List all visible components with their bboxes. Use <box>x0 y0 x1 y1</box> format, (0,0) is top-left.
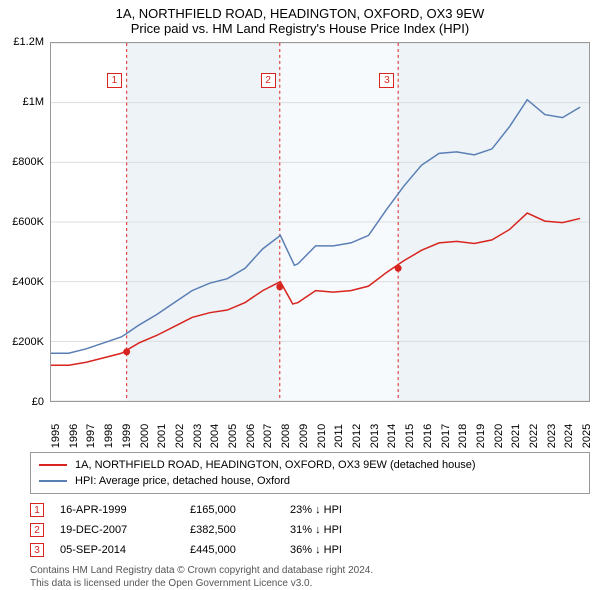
event-marker-3: 3 <box>379 73 394 88</box>
legend: 1A, NORTHFIELD ROAD, HEADINGTON, OXFORD,… <box>30 452 590 494</box>
title-address: 1A, NORTHFIELD ROAD, HEADINGTON, OXFORD,… <box>0 6 600 21</box>
legend-label: 1A, NORTHFIELD ROAD, HEADINGTON, OXFORD,… <box>75 459 476 471</box>
legend-swatch <box>39 464 67 466</box>
x-tick-label: 2017 <box>440 424 452 448</box>
y-axis: £0£200K£400K£600K£800K£1M£1.2M <box>0 42 48 402</box>
x-tick-label: 1998 <box>103 424 115 448</box>
transaction-date: 05-SEP-2014 <box>60 544 190 556</box>
x-tick-label: 2019 <box>475 424 487 448</box>
footer-line1: Contains HM Land Registry data © Crown c… <box>30 564 590 577</box>
event-marker-2: 2 <box>261 73 276 88</box>
transaction-date: 16-APR-1999 <box>60 504 190 516</box>
transaction-price: £445,000 <box>190 544 290 556</box>
transaction-row: 2 19-DEC-2007£382,50031% ↓ HPI <box>30 520 590 540</box>
x-tick-label: 2001 <box>156 424 168 448</box>
transaction-date: 19-DEC-2007 <box>60 524 190 536</box>
x-tick-label: 2020 <box>493 424 505 448</box>
transaction-marker: 1 <box>30 503 44 517</box>
y-tick-label: £1M <box>23 96 44 108</box>
x-tick-label: 2005 <box>227 424 239 448</box>
transaction-marker: 2 <box>30 523 44 537</box>
transaction-delta: 31% ↓ HPI <box>290 524 410 536</box>
x-tick-label: 2011 <box>333 424 345 448</box>
x-tick-label: 2015 <box>404 424 416 448</box>
x-tick-label: 2012 <box>351 424 363 448</box>
title-subtitle: Price paid vs. HM Land Registry's House … <box>0 21 600 36</box>
x-tick-label: 2009 <box>298 424 310 448</box>
transaction-row: 3 05-SEP-2014£445,00036% ↓ HPI <box>30 540 590 560</box>
y-tick-label: £1.2M <box>13 36 44 48</box>
x-tick-label: 2013 <box>369 424 381 448</box>
x-tick-label: 2008 <box>280 424 292 448</box>
x-tick-label: 2018 <box>457 424 469 448</box>
transaction-table: 1 16-APR-1999£165,00023% ↓ HPI 2 19-DEC-200… <box>30 500 590 560</box>
x-tick-label: 2006 <box>245 424 257 448</box>
x-tick-label: 2021 <box>510 424 522 448</box>
x-tick-label: 1995 <box>50 424 62 448</box>
title-block: 1A, NORTHFIELD ROAD, HEADINGTON, OXFORD,… <box>0 0 600 38</box>
footer-line2: This data is licensed under the Open Gov… <box>30 577 590 590</box>
transaction-delta: 36% ↓ HPI <box>290 544 410 556</box>
legend-swatch <box>39 480 67 482</box>
x-tick-label: 2000 <box>139 424 151 448</box>
x-tick-label: 1996 <box>68 424 80 448</box>
chart-plot-area: 1 2 3 <box>50 42 590 402</box>
y-tick-label: £400K <box>12 276 44 288</box>
x-tick-label: 2010 <box>316 424 328 448</box>
legend-row: 1A, NORTHFIELD ROAD, HEADINGTON, OXFORD,… <box>39 457 581 473</box>
x-axis: 1995 1996 1997 1998 1999 2000 2001 2002 2003 2004… <box>50 406 590 446</box>
y-tick-label: £600K <box>12 216 44 228</box>
x-tick-label: 2022 <box>528 424 540 448</box>
x-tick-label: 2023 <box>546 424 558 448</box>
chart-container: 1A, NORTHFIELD ROAD, HEADINGTON, OXFORD,… <box>0 0 600 590</box>
legend-label: HPI: Average price, detached house, Oxfo… <box>75 475 290 487</box>
transaction-delta: 23% ↓ HPI <box>290 504 410 516</box>
transaction-price: £165,000 <box>190 504 290 516</box>
x-tick-label: 2014 <box>386 424 398 448</box>
x-tick-label: 2024 <box>563 424 575 448</box>
chart-svg <box>51 43 589 401</box>
x-tick-label: 2003 <box>192 424 204 448</box>
y-tick-label: £800K <box>12 156 44 168</box>
footer: Contains HM Land Registry data © Crown c… <box>30 564 590 590</box>
x-tick-label: 2025 <box>581 424 593 448</box>
legend-row: HPI: Average price, detached house, Oxfo… <box>39 473 581 489</box>
x-tick-label: 1997 <box>85 424 97 448</box>
x-tick-label: 2002 <box>174 424 186 448</box>
transaction-row: 1 16-APR-1999£165,00023% ↓ HPI <box>30 500 590 520</box>
y-tick-label: £0 <box>32 396 44 408</box>
x-tick-label: 2016 <box>422 424 434 448</box>
y-tick-label: £200K <box>12 336 44 348</box>
event-marker-1: 1 <box>107 73 122 88</box>
x-tick-label: 1999 <box>121 424 133 448</box>
x-tick-label: 2004 <box>209 424 221 448</box>
x-tick-label: 2007 <box>262 424 274 448</box>
transaction-price: £382,500 <box>190 524 290 536</box>
transaction-marker: 3 <box>30 543 44 557</box>
